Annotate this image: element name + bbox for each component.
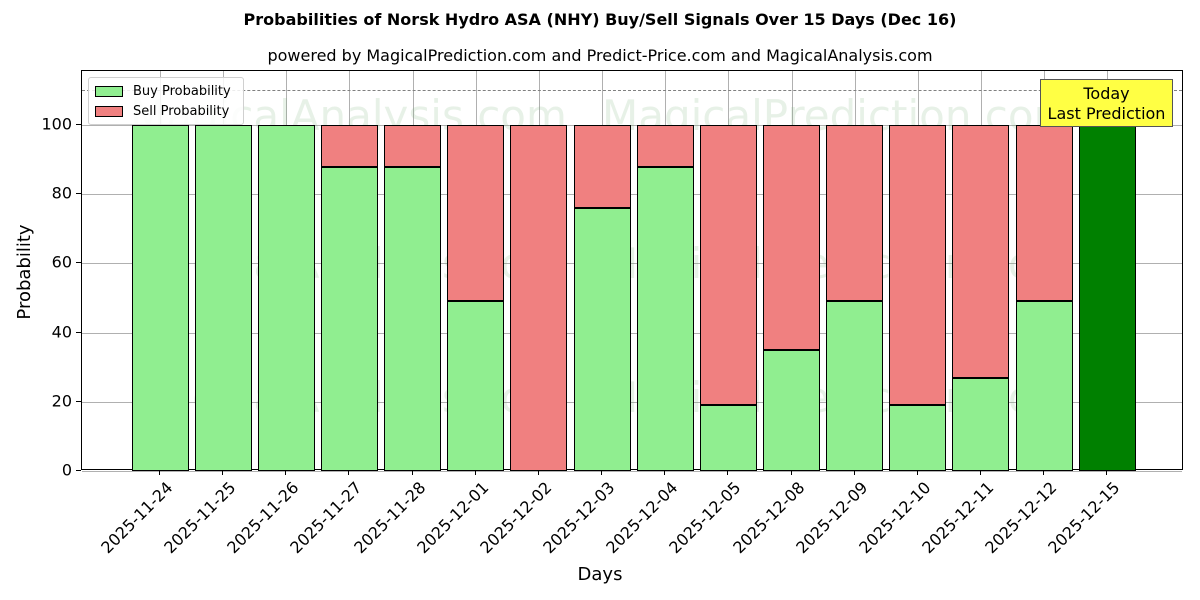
sell-bar bbox=[636, 125, 694, 167]
sell-bar bbox=[952, 125, 1010, 378]
reference-line bbox=[82, 90, 1182, 92]
chart-title: Probabilities of Norsk Hydro ASA (NHY) B… bbox=[243, 10, 957, 29]
sell-bar bbox=[763, 125, 820, 350]
y-tick bbox=[76, 124, 81, 125]
buy-bar bbox=[952, 377, 1010, 471]
sell-bar bbox=[320, 125, 378, 167]
x-tick bbox=[285, 470, 287, 475]
x-tick bbox=[853, 470, 855, 475]
x-tick bbox=[1043, 470, 1045, 475]
chart-subtitle: powered by MagicalPrediction.com and Pre… bbox=[267, 46, 933, 65]
buy-bar bbox=[699, 405, 757, 471]
y-axis-label: Probability bbox=[14, 224, 35, 320]
y-tick bbox=[76, 400, 81, 402]
sell-bar bbox=[573, 125, 631, 209]
y-tick-label: 20 bbox=[51, 391, 72, 411]
sell-bar bbox=[384, 125, 442, 167]
buy-bar bbox=[257, 125, 315, 471]
x-tick bbox=[474, 470, 476, 475]
y-tick-label: 40 bbox=[51, 322, 72, 342]
y-tick bbox=[76, 331, 81, 333]
sell-bar bbox=[1015, 125, 1073, 302]
x-tick bbox=[222, 470, 224, 475]
x-tick bbox=[1106, 470, 1108, 475]
legend-item-sell: Sell Probability bbox=[95, 102, 229, 120]
y-tick-label: 100 bbox=[41, 114, 72, 134]
legend-item-buy: Buy Probability bbox=[95, 82, 231, 100]
legend-sell-label: Sell Probability bbox=[133, 103, 230, 119]
buy-bar bbox=[636, 166, 694, 471]
x-tick bbox=[348, 470, 350, 475]
sell-bar bbox=[447, 125, 505, 302]
y-tick bbox=[76, 262, 81, 264]
buy-bar bbox=[763, 349, 820, 471]
x-tick bbox=[159, 470, 160, 475]
sell-bar bbox=[510, 125, 568, 471]
y-tick bbox=[76, 193, 81, 195]
x-tick bbox=[537, 470, 539, 475]
buy-bar bbox=[826, 301, 884, 471]
gridline-h bbox=[82, 125, 1182, 126]
sell-bar bbox=[699, 125, 757, 406]
y-tick-label: 80 bbox=[51, 183, 72, 203]
buy-bar bbox=[889, 405, 947, 471]
x-tick bbox=[790, 470, 792, 475]
legend: Buy Probability Sell Probability bbox=[88, 77, 244, 125]
sell-swatch-icon bbox=[95, 105, 123, 117]
buy-bar bbox=[320, 166, 378, 471]
buy-bar bbox=[1015, 301, 1073, 471]
x-tick bbox=[601, 470, 603, 475]
buy-bar bbox=[194, 125, 252, 471]
plot-area: MagicalAnalysis.com MagicalPrediction.com… bbox=[81, 70, 1183, 472]
gridline-h bbox=[82, 401, 1182, 403]
buy-bar bbox=[131, 125, 189, 471]
y-tick-label: 60 bbox=[51, 252, 72, 272]
annotation-line1: Today bbox=[1083, 84, 1130, 103]
x-axis-label: Days bbox=[577, 564, 623, 585]
today-annotation: Today Last Prediction bbox=[1040, 79, 1173, 127]
sell-bar bbox=[826, 125, 884, 302]
buy-bar bbox=[573, 208, 631, 471]
annotation-line2: Last Prediction bbox=[1047, 104, 1166, 123]
buy-swatch-icon bbox=[95, 85, 123, 97]
x-tick bbox=[979, 470, 981, 475]
x-tick bbox=[727, 470, 729, 475]
gridline-h bbox=[82, 263, 1182, 265]
x-tick bbox=[916, 470, 918, 475]
x-tick bbox=[664, 470, 666, 475]
x-tick bbox=[411, 470, 413, 475]
sell-bar bbox=[889, 125, 947, 406]
y-tick-label: 0 bbox=[61, 460, 72, 480]
buy-bar bbox=[384, 166, 442, 471]
gridline-h bbox=[82, 332, 1182, 334]
gridline-h bbox=[82, 194, 1182, 196]
buy-bar bbox=[447, 301, 505, 471]
today-bar bbox=[1078, 125, 1136, 471]
legend-buy-label: Buy Probability bbox=[133, 83, 231, 99]
y-tick bbox=[76, 470, 81, 471]
gridline-h bbox=[82, 471, 1182, 472]
